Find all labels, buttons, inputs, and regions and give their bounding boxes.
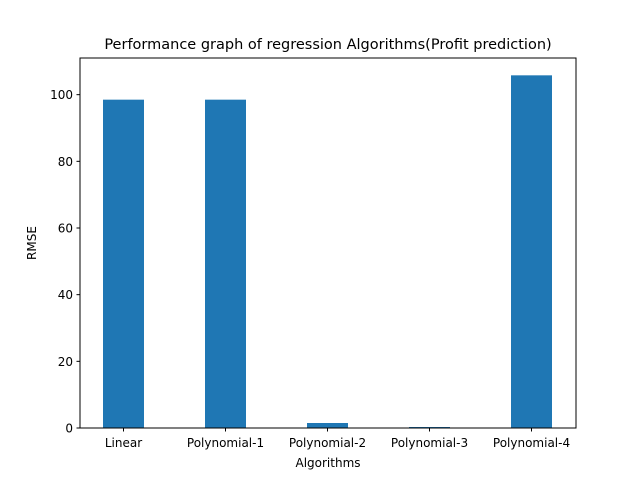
y-tick-label: 60 [58,222,73,236]
y-tick-label: 100 [50,88,73,102]
bar-linear [103,99,144,429]
x-axis-label: Algorithms [295,456,360,470]
x-tick-label: Polynomial-1 [187,436,264,450]
y-tick-label: 0 [65,422,73,436]
y-tick-label: 20 [58,355,73,369]
x-tick-label: Polynomial-4 [493,436,570,450]
x-tick-label: Polynomial-2 [289,436,366,450]
y-axis-ticks: 0 20 40 60 80 100 [50,88,80,436]
bars-group [103,75,552,429]
y-tick-label: 80 [58,155,73,169]
x-tick-label: Polynomial-3 [391,436,468,450]
y-axis-label: RMSE [25,226,39,260]
x-tick-label: Linear [105,436,142,450]
bar-polynomial-1 [205,99,246,429]
axes-frame [79,57,577,429]
chart-title: Performance graph of regression Algorith… [104,37,551,53]
y-tick-label: 40 [58,288,73,302]
bar-polynomial-4 [511,75,552,428]
bar-polynomial-2 [307,423,348,428]
x-axis-ticks: Linear Polynomial-1 Polynomial-2 Polynomial… [105,428,570,450]
